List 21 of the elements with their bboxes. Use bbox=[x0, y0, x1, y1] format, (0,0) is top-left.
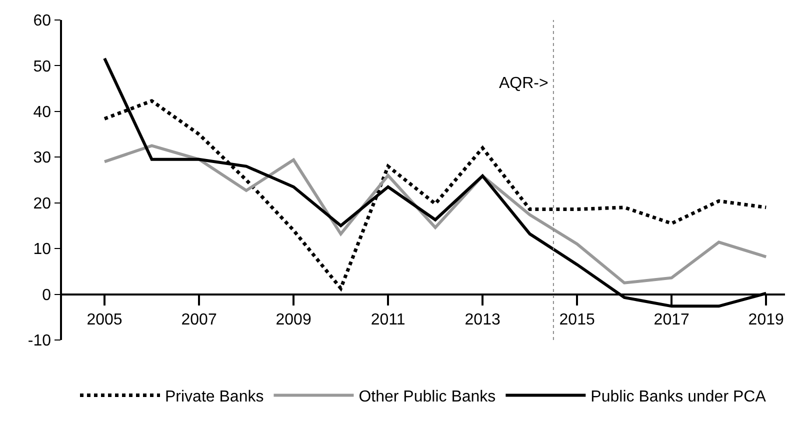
x-tick-label: 2013 bbox=[464, 311, 500, 328]
ref-line-label: AQR-> bbox=[499, 75, 548, 92]
x-tick-label: 2019 bbox=[748, 311, 784, 328]
y-tick-label: 10 bbox=[33, 241, 52, 258]
x-tick-label: 2011 bbox=[370, 311, 406, 328]
x-tick-label: 2007 bbox=[181, 311, 217, 328]
legend-label: Public Banks under PCA bbox=[590, 388, 766, 406]
line-series bbox=[103, 144, 768, 284]
x-tick-label: 2015 bbox=[559, 311, 595, 328]
legend-label: Other Public Banks bbox=[358, 388, 496, 406]
x-tick-label: 2017 bbox=[654, 311, 690, 328]
y-tick-label: 60 bbox=[33, 12, 52, 30]
y-tick-label: 30 bbox=[33, 150, 52, 167]
x-tick-label: 2009 bbox=[276, 311, 312, 328]
y-tick-label: 40 bbox=[33, 104, 52, 122]
y-tick-label: -10 bbox=[28, 332, 52, 350]
y-tick-label: 20 bbox=[33, 195, 52, 212]
legend-label: Private Banks bbox=[165, 388, 264, 406]
x-tick-label: 2005 bbox=[86, 311, 122, 328]
y-tick-label: 50 bbox=[33, 58, 52, 76]
y-tick-label: 0 bbox=[42, 286, 52, 304]
